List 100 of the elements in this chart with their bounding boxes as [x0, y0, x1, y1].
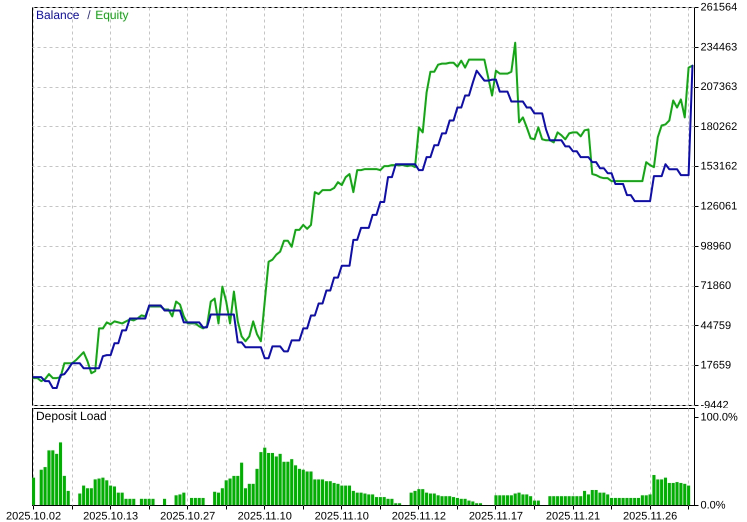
bar — [148, 498, 151, 505]
bar — [224, 480, 228, 505]
bar — [382, 497, 386, 505]
bar — [386, 498, 390, 505]
bar — [413, 490, 417, 505]
bar — [144, 498, 147, 505]
bar — [390, 498, 394, 505]
x-tick-label: 2025.11.12 — [392, 510, 446, 522]
bar — [270, 452, 274, 505]
bar — [302, 470, 305, 505]
bar — [664, 478, 668, 505]
bar — [47, 450, 50, 505]
x-tick-label: 2025.11.21 — [546, 510, 600, 522]
x-tick-label: 2025.10.27 — [160, 510, 216, 522]
bar — [614, 498, 617, 505]
bar — [417, 489, 420, 505]
bar — [132, 498, 136, 505]
bar — [321, 479, 324, 505]
bar — [456, 498, 459, 505]
bar — [687, 486, 690, 505]
bar — [324, 481, 328, 505]
bar — [309, 471, 313, 505]
x-tick-label: 2025.10.13 — [83, 510, 138, 522]
bar — [232, 476, 236, 505]
bar — [610, 498, 614, 505]
y-tick-label: 0.0% — [700, 500, 726, 512]
bar — [498, 495, 502, 505]
bar — [444, 496, 448, 505]
bar — [568, 496, 571, 505]
bar — [290, 459, 294, 505]
bar — [467, 500, 471, 505]
bar — [514, 494, 517, 505]
bar — [128, 498, 132, 505]
bar — [471, 501, 474, 505]
bar — [32, 478, 36, 505]
bar — [82, 486, 86, 505]
bar — [348, 486, 352, 505]
bar — [274, 456, 278, 505]
bar — [58, 442, 62, 505]
bar — [228, 478, 232, 505]
bar — [660, 479, 664, 505]
bar — [506, 495, 510, 505]
bar — [629, 498, 632, 505]
bar — [602, 492, 606, 505]
text: Balance — [36, 8, 80, 22]
bar — [525, 494, 528, 505]
bar — [552, 496, 556, 505]
bar — [151, 498, 155, 505]
bar — [440, 496, 444, 505]
bar — [640, 495, 644, 505]
y-tick-label: 98960 — [700, 240, 732, 252]
bar — [328, 481, 332, 505]
bar — [421, 489, 424, 505]
bar — [174, 495, 178, 505]
bar — [644, 495, 648, 505]
bar — [98, 478, 101, 505]
bar — [590, 490, 594, 505]
bar — [344, 486, 348, 505]
bar — [367, 494, 370, 505]
bar — [263, 448, 266, 505]
y-tick-label: 261564 — [700, 2, 738, 14]
x-tick-label: 2025.10.02 — [6, 510, 62, 522]
bar — [140, 498, 143, 505]
bar — [163, 498, 166, 505]
annotation: / — [87, 8, 92, 22]
y-tick-label: 100.0% — [700, 411, 738, 424]
bar — [510, 495, 513, 505]
bar — [448, 496, 452, 505]
bar — [371, 494, 374, 505]
bar — [618, 498, 621, 505]
bar — [556, 496, 560, 505]
bar — [521, 494, 524, 505]
bar — [360, 492, 363, 505]
bar — [40, 470, 43, 505]
bar — [494, 495, 498, 505]
bar — [336, 484, 340, 505]
bar — [202, 498, 205, 505]
bar — [432, 494, 436, 505]
bar — [332, 482, 336, 505]
bar — [306, 471, 309, 505]
bar — [536, 500, 540, 505]
bar — [529, 496, 532, 505]
bar — [548, 496, 552, 505]
bar — [676, 482, 679, 505]
bar — [356, 492, 359, 505]
bar — [683, 484, 686, 505]
bar — [363, 494, 366, 505]
bar — [460, 498, 463, 505]
bar — [178, 494, 182, 505]
bar — [560, 496, 563, 505]
bar — [586, 494, 590, 505]
bar — [190, 498, 194, 505]
bar — [340, 486, 344, 505]
x-tick-label: 2025.11.17 — [468, 510, 524, 522]
bar — [286, 462, 290, 505]
bar — [428, 494, 432, 505]
bar — [625, 498, 628, 505]
bar — [672, 482, 675, 505]
y-tick-label: 17659 — [700, 360, 732, 372]
bar — [564, 496, 567, 505]
